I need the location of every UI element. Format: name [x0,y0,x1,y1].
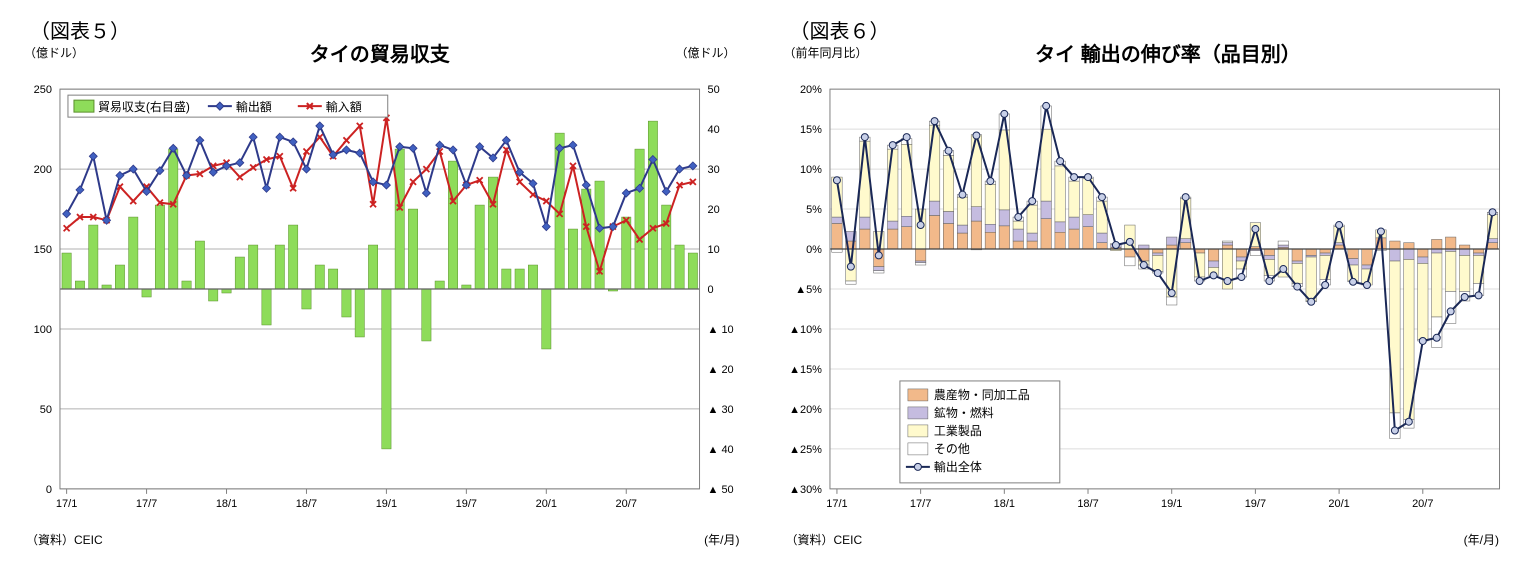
chart5-unit-left: （億ドル） [24,44,84,67]
svg-text:▲20%: ▲20% [789,404,822,416]
chart6-plot: ▲30% ▲25% ▲20% ▲15% ▲10% ▲5% 0% 5% 10% 15% 20% 17/1… [770,67,1510,531]
chart5-source: （資料）CEIC [26,531,103,548]
svg-text:18/7: 18/7 [296,498,317,510]
svg-text:▲5%: ▲5% [795,284,822,296]
svg-text:18/1: 18/1 [993,498,1014,510]
svg-text:100: 100 [34,324,52,336]
svg-text:10%: 10% [799,164,821,176]
svg-text:17/1: 17/1 [56,498,77,510]
chart5-footer: （資料）CEIC (年/月) [10,531,750,552]
svg-text:10: 10 [708,244,720,256]
chart5-xaxis-label: (年/月) [704,531,739,548]
chart6-source: （資料）CEIC [786,531,863,548]
chart5-unit-right: （億ドル） [675,44,735,67]
svg-text:輸出額: 輸出額 [236,99,272,114]
svg-text:▲30%: ▲30% [789,484,822,496]
chart5-title: タイの貿易収支 [310,38,450,67]
svg-text:0: 0 [46,484,52,496]
chart6-title: タイ 輸出の伸び率（品目別） [1035,38,1301,67]
svg-text:19/1: 19/1 [376,498,397,510]
svg-text:▲ 40: ▲ 40 [708,444,734,456]
svg-text:20%: 20% [799,84,821,96]
svg-text:15%: 15% [799,124,821,136]
svg-text:150: 150 [34,244,52,256]
svg-text:18/1: 18/1 [216,498,237,510]
svg-text:▲ 20: ▲ 20 [708,364,734,376]
svg-text:工業製品: 工業製品 [933,424,981,438]
svg-text:19/7: 19/7 [1244,498,1265,510]
svg-text:0%: 0% [806,244,822,256]
chart6-unit-left: （前年同月比） [784,44,868,67]
svg-text:鉱物・燃料: 鉱物・燃料 [933,405,993,420]
svg-text:18/7: 18/7 [1077,498,1098,510]
svg-text:20/7: 20/7 [616,498,637,510]
chart6-svg: ▲30% ▲25% ▲20% ▲15% ▲10% ▲5% 0% 5% 10% 15% 20% 17/1… [770,67,1510,531]
chart5-svg: 0 50 100 150 200 250 ▲ 50 ▲ 40 ▲ 30 ▲ 20 ▲ 10 0 10 20… [10,67,750,531]
svg-text:▲ 50: ▲ 50 [708,484,734,496]
chart6-xaxis-label: (年/月) [1464,531,1499,548]
svg-text:50: 50 [708,84,720,96]
svg-text:0: 0 [708,284,714,296]
svg-text:輸出全体: 輸出全体 [933,459,981,474]
svg-text:20/1: 20/1 [1328,498,1349,510]
chart6-unit-right-spacer [1468,44,1495,67]
chart6-footer: （資料）CEIC (年/月) [770,531,1510,552]
svg-text:19/7: 19/7 [456,498,477,510]
svg-text:20/1: 20/1 [536,498,557,510]
chart6-unit-row: （前年同月比） タイ 輸出の伸び率（品目別） [770,44,1510,67]
svg-text:250: 250 [34,84,52,96]
svg-text:農産物・同加工品: 農産物・同加工品 [933,387,1029,402]
svg-text:▲25%: ▲25% [789,444,822,456]
svg-text:20: 20 [708,204,720,216]
svg-text:▲ 30: ▲ 30 [708,404,734,416]
svg-text:輸入額: 輸入額 [326,99,362,114]
chart6-panel: （図表６） （前年同月比） タイ 輸出の伸び率（品目別） ▲30%▲25%▲20… [770,10,1510,552]
svg-text:40: 40 [708,124,720,136]
svg-text:17/7: 17/7 [136,498,157,510]
svg-text:▲ 10: ▲ 10 [708,324,734,336]
svg-text:貿易収支(右目盛): 貿易収支(右目盛) [98,99,190,114]
svg-text:17/7: 17/7 [909,498,930,510]
svg-text:30: 30 [708,164,720,176]
svg-text:その他: その他 [933,442,969,456]
svg-text:200: 200 [34,164,52,176]
svg-text:19/1: 19/1 [1161,498,1182,510]
svg-text:17/1: 17/1 [826,498,847,510]
chart5-panel: （図表５） （億ドル） タイの貿易収支 （億ドル） 05010015020025… [10,10,750,552]
svg-text:▲10%: ▲10% [789,324,822,336]
chart5-plot: 0 50 100 150 200 250 ▲ 50 ▲ 40 ▲ 30 ▲ 20 ▲ 10 0 10 20… [10,67,750,531]
svg-text:5%: 5% [806,204,822,216]
svg-text:20/7: 20/7 [1412,498,1433,510]
chart5-unit-row: （億ドル） タイの貿易収支 （億ドル） [10,44,750,67]
svg-text:▲15%: ▲15% [789,364,822,376]
svg-text:50: 50 [40,404,52,416]
